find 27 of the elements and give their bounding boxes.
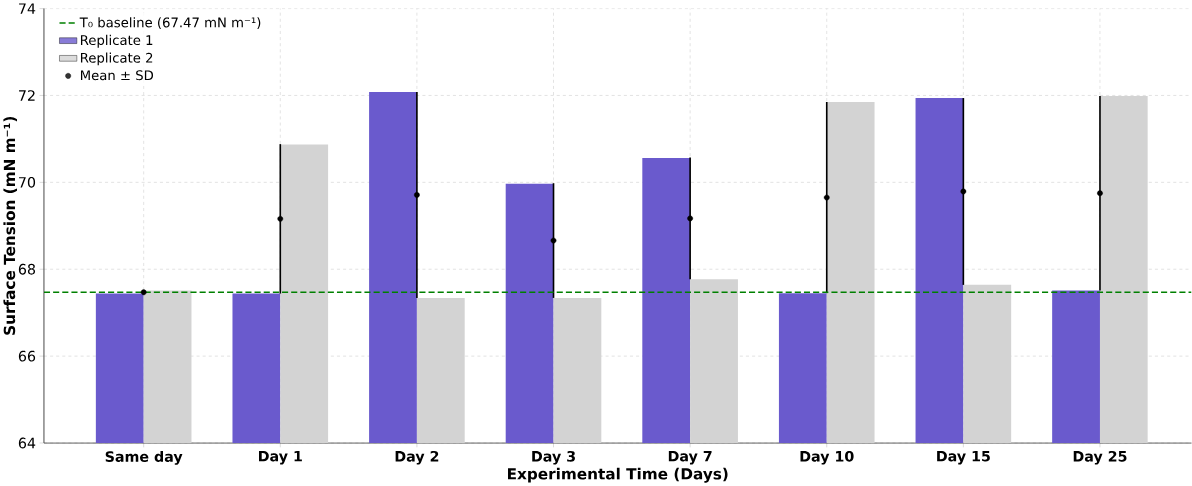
legend-label: Replicate 1 <box>80 34 153 48</box>
y-axis-title: Surface Tension (mN m⁻¹) <box>3 117 17 335</box>
x-axis-title: Experimental Time (Days) <box>508 467 728 483</box>
point <box>687 215 693 222</box>
point <box>277 215 284 222</box>
point <box>823 194 830 201</box>
point <box>1097 190 1103 197</box>
x-tick-label: Day 1 <box>259 450 302 465</box>
point <box>414 192 420 198</box>
x-tick-label: Day 2 <box>395 450 439 465</box>
legend-label: T₀ baseline (67.47 mN m⁻¹) <box>79 17 261 29</box>
y-tick-label: 72 <box>19 90 35 101</box>
x-tick-label: Day 15 <box>937 450 990 465</box>
x-tick-label: Day 25 <box>1073 450 1127 465</box>
legend-label: Mean ± SD <box>80 70 154 81</box>
x-tick-label: Day 7 <box>668 450 712 465</box>
y-tick-label: 70 <box>19 176 36 188</box>
point <box>550 237 557 244</box>
y-tick-label: 64 <box>18 437 36 449</box>
x-tick-label: Day 10 <box>800 450 854 465</box>
legend-label: Replicate 2 <box>80 52 153 66</box>
y-tick-label: 66 <box>18 350 36 362</box>
x-tick-label: Same day <box>105 450 183 465</box>
y-tick-label: 74 <box>19 3 36 14</box>
x-tick-label: Day 3 <box>532 450 575 465</box>
y-tick-label: 68 <box>18 263 36 275</box>
point <box>960 188 967 195</box>
